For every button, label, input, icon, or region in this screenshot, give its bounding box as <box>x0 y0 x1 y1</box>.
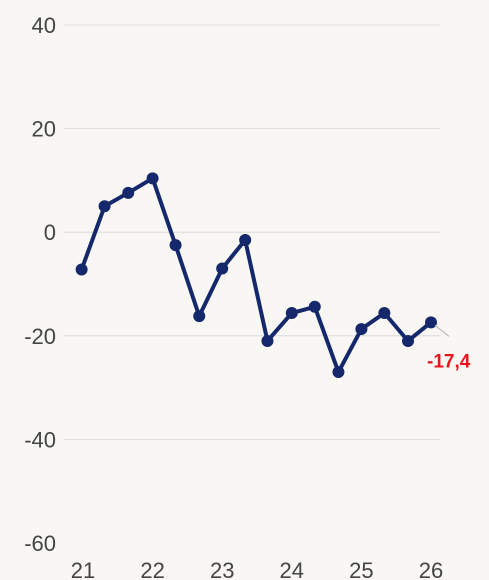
data-point <box>193 310 206 323</box>
x-tick-label: 24 <box>280 558 304 580</box>
data-point <box>402 334 415 347</box>
data-point <box>146 172 159 185</box>
data-point <box>98 200 111 213</box>
y-tick-label: 0 <box>44 220 56 245</box>
y-tick-label: -60 <box>24 531 56 556</box>
data-point <box>308 300 321 313</box>
data-point <box>216 262 229 275</box>
y-tick-label: -20 <box>24 324 56 349</box>
data-point <box>378 307 391 320</box>
x-tick-label: 26 <box>419 558 443 580</box>
annotations: -17,4 <box>427 324 471 372</box>
data-point <box>285 307 298 320</box>
x-tick-label: 25 <box>349 558 373 580</box>
data-point <box>122 186 135 199</box>
data-point <box>332 366 345 379</box>
data-point <box>425 316 437 329</box>
y-axis: 40 20 0 -20 -40 -60 <box>24 13 56 556</box>
data-point <box>75 263 88 276</box>
series-line <box>79 176 433 375</box>
x-tick-label: 23 <box>210 558 234 580</box>
last-value-label: -17,4 <box>427 351 471 372</box>
x-tick-label: 22 <box>140 558 164 580</box>
x-axis: 21 22 23 24 25 26 <box>71 558 443 580</box>
annotation-leader <box>434 324 450 337</box>
y-tick-label: -40 <box>24 427 56 452</box>
data-point <box>239 233 252 246</box>
x-tick-label: 21 <box>71 558 95 580</box>
data-point <box>169 239 182 252</box>
data-point <box>355 323 368 336</box>
grid <box>64 24 440 440</box>
y-tick-label: 20 <box>32 117 56 142</box>
y-tick-label: 40 <box>32 13 56 38</box>
series-group <box>75 172 437 379</box>
data-point <box>261 334 274 347</box>
